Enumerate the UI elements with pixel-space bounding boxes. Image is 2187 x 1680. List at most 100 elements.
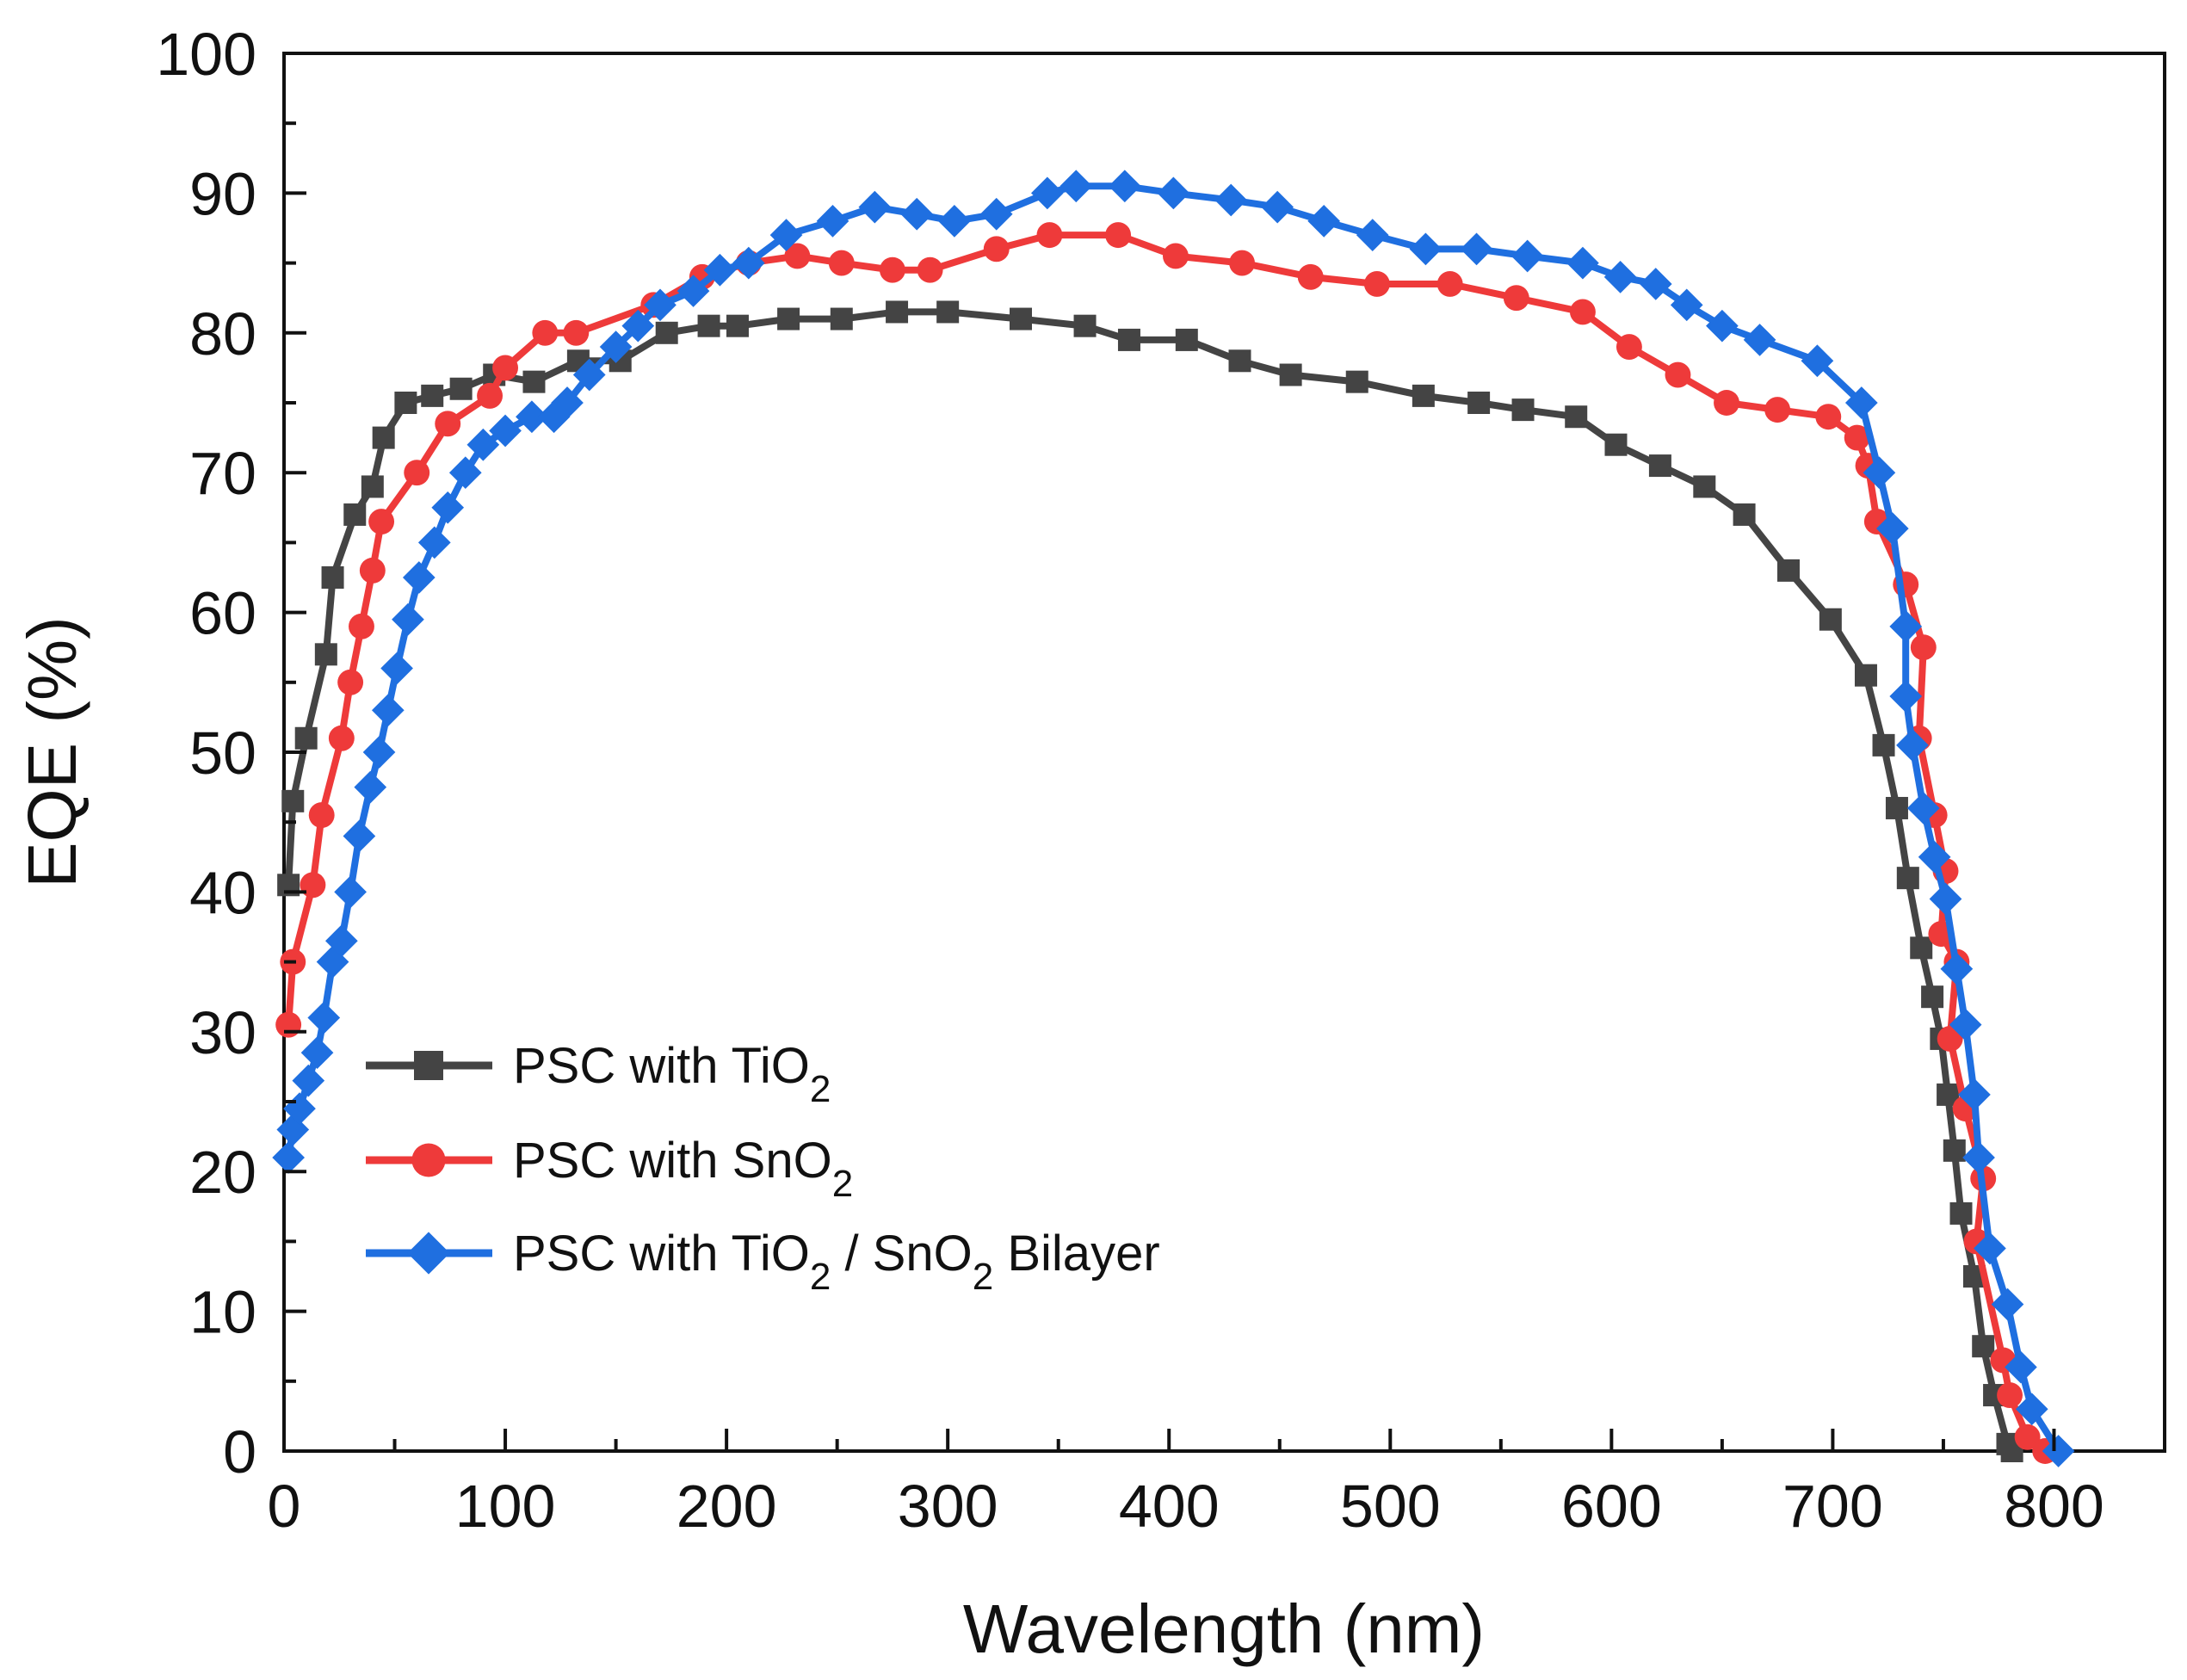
data-point [1889, 680, 1923, 713]
data-point [1648, 454, 1671, 478]
data-point [1436, 271, 1463, 297]
data-point [1175, 328, 1198, 351]
legend-item: PSC with TiO2 / SnO2 Bilayer [366, 1226, 1160, 1298]
data-point [362, 736, 396, 769]
data-point [334, 875, 367, 909]
data-point [1363, 271, 1390, 297]
data-point [404, 460, 430, 486]
data-point [321, 566, 344, 589]
data-point [1733, 503, 1756, 526]
data-point [917, 256, 943, 283]
data-point [655, 321, 678, 344]
y-tick-label: 60 [189, 580, 256, 647]
y-tick-label: 80 [189, 300, 256, 368]
data-point [417, 526, 451, 559]
data-point [492, 355, 519, 381]
data-point [1108, 170, 1141, 203]
data-point [300, 872, 326, 899]
y-tick-label: 20 [189, 1139, 256, 1206]
x-tick-label: 600 [1561, 1473, 1662, 1540]
data-point [1921, 985, 1944, 1009]
data-point [354, 770, 387, 804]
data-point [1844, 386, 1878, 419]
x-axis-title: Wavelength (nm) [963, 1590, 1485, 1667]
data-point [1854, 664, 1877, 687]
data-point [1949, 1201, 1973, 1225]
data-point [308, 802, 335, 829]
data-point [2014, 1424, 2041, 1450]
data-point [563, 319, 590, 346]
data-point [938, 205, 971, 238]
x-tick-label: 200 [676, 1473, 777, 1540]
data-point [300, 1036, 334, 1070]
data-point [879, 256, 905, 283]
data-point [1764, 397, 1791, 423]
data-point [697, 314, 720, 337]
data-point [1279, 363, 1302, 386]
data-point [1863, 456, 1896, 490]
data-point [1073, 314, 1097, 337]
data-point [1949, 1008, 1982, 1041]
x-tick-label: 800 [2004, 1473, 2104, 1540]
data-point [1896, 867, 1919, 890]
data-point [1972, 1335, 1995, 1358]
data-point [1345, 370, 1368, 393]
y-tick-label: 100 [156, 21, 256, 88]
data-point [936, 300, 960, 324]
data-point [900, 197, 934, 231]
data-point [1962, 1141, 1995, 1174]
data-point [644, 288, 676, 322]
data-point [621, 309, 655, 343]
data-point [1566, 246, 1599, 280]
data-point [1670, 288, 1703, 322]
data-point [1409, 232, 1443, 266]
data-point [1412, 384, 1435, 407]
legend-item: PSC with SnO2 [366, 1133, 853, 1205]
data-point [1511, 239, 1544, 273]
data-point [1603, 260, 1637, 293]
data-point [777, 307, 800, 330]
legend-marker [411, 1143, 446, 1177]
data-point [448, 456, 482, 490]
data-point [477, 382, 504, 409]
y-tick-label: 70 [189, 440, 256, 507]
data-point [449, 377, 473, 400]
data-point [2042, 1435, 2075, 1467]
y-tick-label: 90 [189, 160, 256, 227]
data-point [1604, 433, 1628, 456]
data-point [1889, 609, 1923, 643]
data-point [1060, 170, 1093, 203]
series-square [277, 300, 2023, 1462]
series-layer [272, 170, 2075, 1467]
data-point [1777, 559, 1800, 582]
data-point [359, 557, 386, 584]
data-point [1214, 183, 1248, 217]
data-point [1706, 309, 1739, 343]
data-point [1906, 792, 1940, 825]
data-point [1503, 285, 1529, 312]
data-point [1743, 324, 1776, 356]
legend-label: PSC with TiO2 / SnO2 Bilayer [513, 1226, 1160, 1298]
data-point [1991, 1288, 2024, 1321]
y-axis: 0 10 20 30 40 50 60 70 80 90 100 [156, 21, 306, 1485]
data-point [1117, 328, 1140, 351]
data-point [292, 1064, 325, 1097]
data-point [1228, 349, 1251, 373]
data-point [1569, 299, 1596, 325]
data-point [1460, 232, 1493, 266]
data-point [1010, 307, 1033, 330]
data-point [532, 319, 559, 346]
data-point [1261, 190, 1294, 224]
y-axis-title: EQE (%) [14, 616, 90, 888]
data-point [983, 236, 1010, 262]
data-point [537, 400, 571, 434]
data-point [1307, 205, 1341, 238]
data-point [343, 503, 367, 526]
data-point [2005, 1350, 2037, 1384]
data-point [1819, 608, 1842, 631]
data-point [1910, 634, 1937, 661]
data-point [431, 491, 465, 524]
legend: PSC with TiO2 PSC with SnO2 PSC with TiO2 … [366, 1038, 1160, 1298]
y-tick-label: 40 [189, 859, 256, 926]
